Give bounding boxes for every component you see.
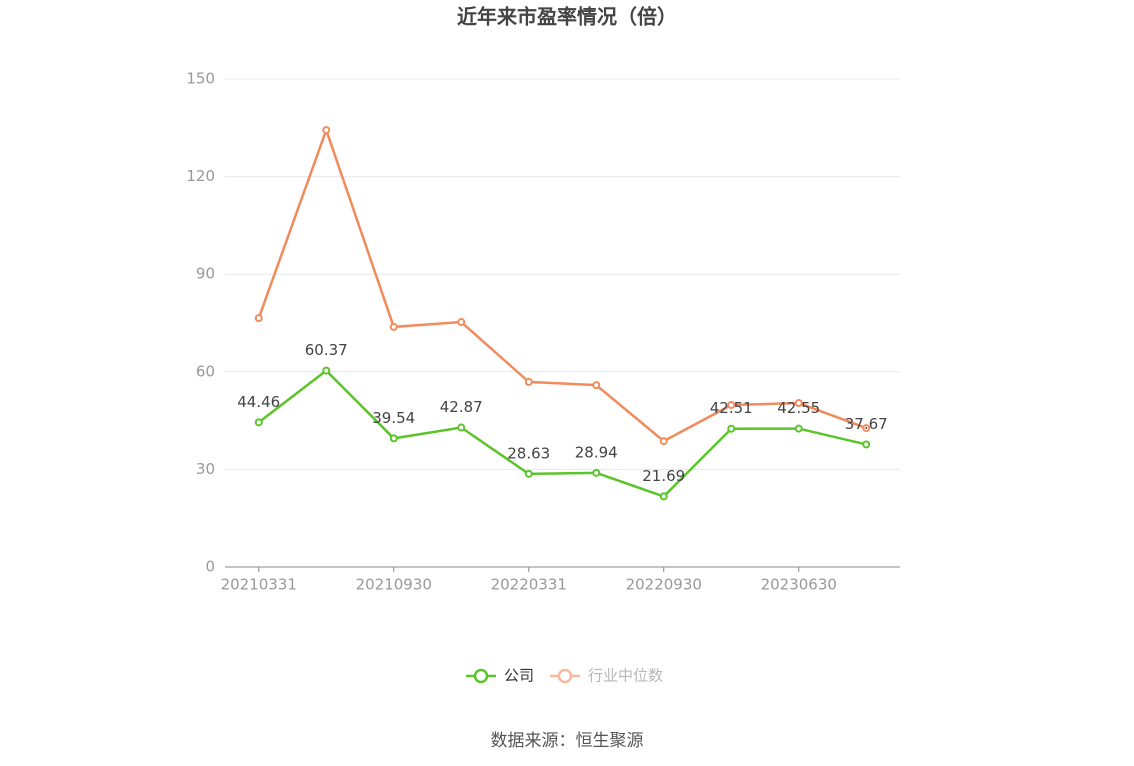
series-line	[257, 126, 867, 443]
legend-marker	[557, 668, 573, 684]
data-point	[794, 424, 803, 433]
data-label: 42.87	[440, 398, 483, 416]
legend-item: 公司	[466, 667, 534, 685]
series-line	[257, 368, 867, 498]
y-tick-label: 0	[205, 558, 215, 576]
data-point	[862, 424, 871, 433]
y-tick-label: 60	[196, 362, 215, 380]
x-tick-label: 20230630	[761, 576, 837, 594]
data-label: 39.54	[372, 409, 415, 427]
y-tick-label: 120	[186, 167, 215, 185]
data-point	[457, 318, 466, 327]
data-point	[862, 440, 871, 449]
data-point	[524, 377, 533, 386]
x-tick-label: 20220331	[491, 576, 567, 594]
legend-label: 行业中位数	[588, 667, 663, 685]
data-point	[659, 492, 668, 501]
data-label: 28.63	[507, 444, 550, 462]
data-point	[727, 400, 736, 409]
y-tick-label: 30	[196, 460, 215, 478]
x-tick-label: 20210930	[356, 576, 432, 594]
data-point	[457, 423, 466, 432]
source-note: 数据来源：恒生聚源	[491, 731, 644, 751]
data-point	[727, 424, 736, 433]
legend-label: 公司	[504, 667, 534, 685]
y-tick-label: 150	[186, 70, 215, 88]
data-point	[659, 437, 668, 446]
data-label: 21.69	[642, 467, 685, 485]
data-label: 28.94	[575, 443, 618, 461]
legend-marker	[473, 668, 489, 684]
data-label: 42.51	[710, 399, 753, 417]
data-point	[322, 126, 331, 135]
chart-title: 近年来市盈率情况（倍）	[457, 5, 677, 29]
legend-item: 行业中位数	[550, 667, 663, 685]
x-tick-label: 20220930	[626, 576, 702, 594]
data-point	[389, 434, 398, 443]
data-point	[524, 469, 533, 478]
data-point	[592, 468, 601, 477]
data-point	[322, 366, 331, 375]
data-label: 60.37	[305, 341, 348, 359]
data-point	[254, 314, 263, 323]
data-label: 37.67	[845, 415, 888, 433]
data-point	[254, 418, 263, 427]
data-point	[592, 381, 601, 390]
y-tick-label: 90	[196, 265, 215, 283]
data-label: 42.55	[777, 399, 820, 417]
x-tick-label: 20210331	[221, 576, 297, 594]
data-point	[389, 322, 398, 331]
data-label: 44.46	[237, 393, 280, 411]
data-point	[794, 399, 803, 408]
